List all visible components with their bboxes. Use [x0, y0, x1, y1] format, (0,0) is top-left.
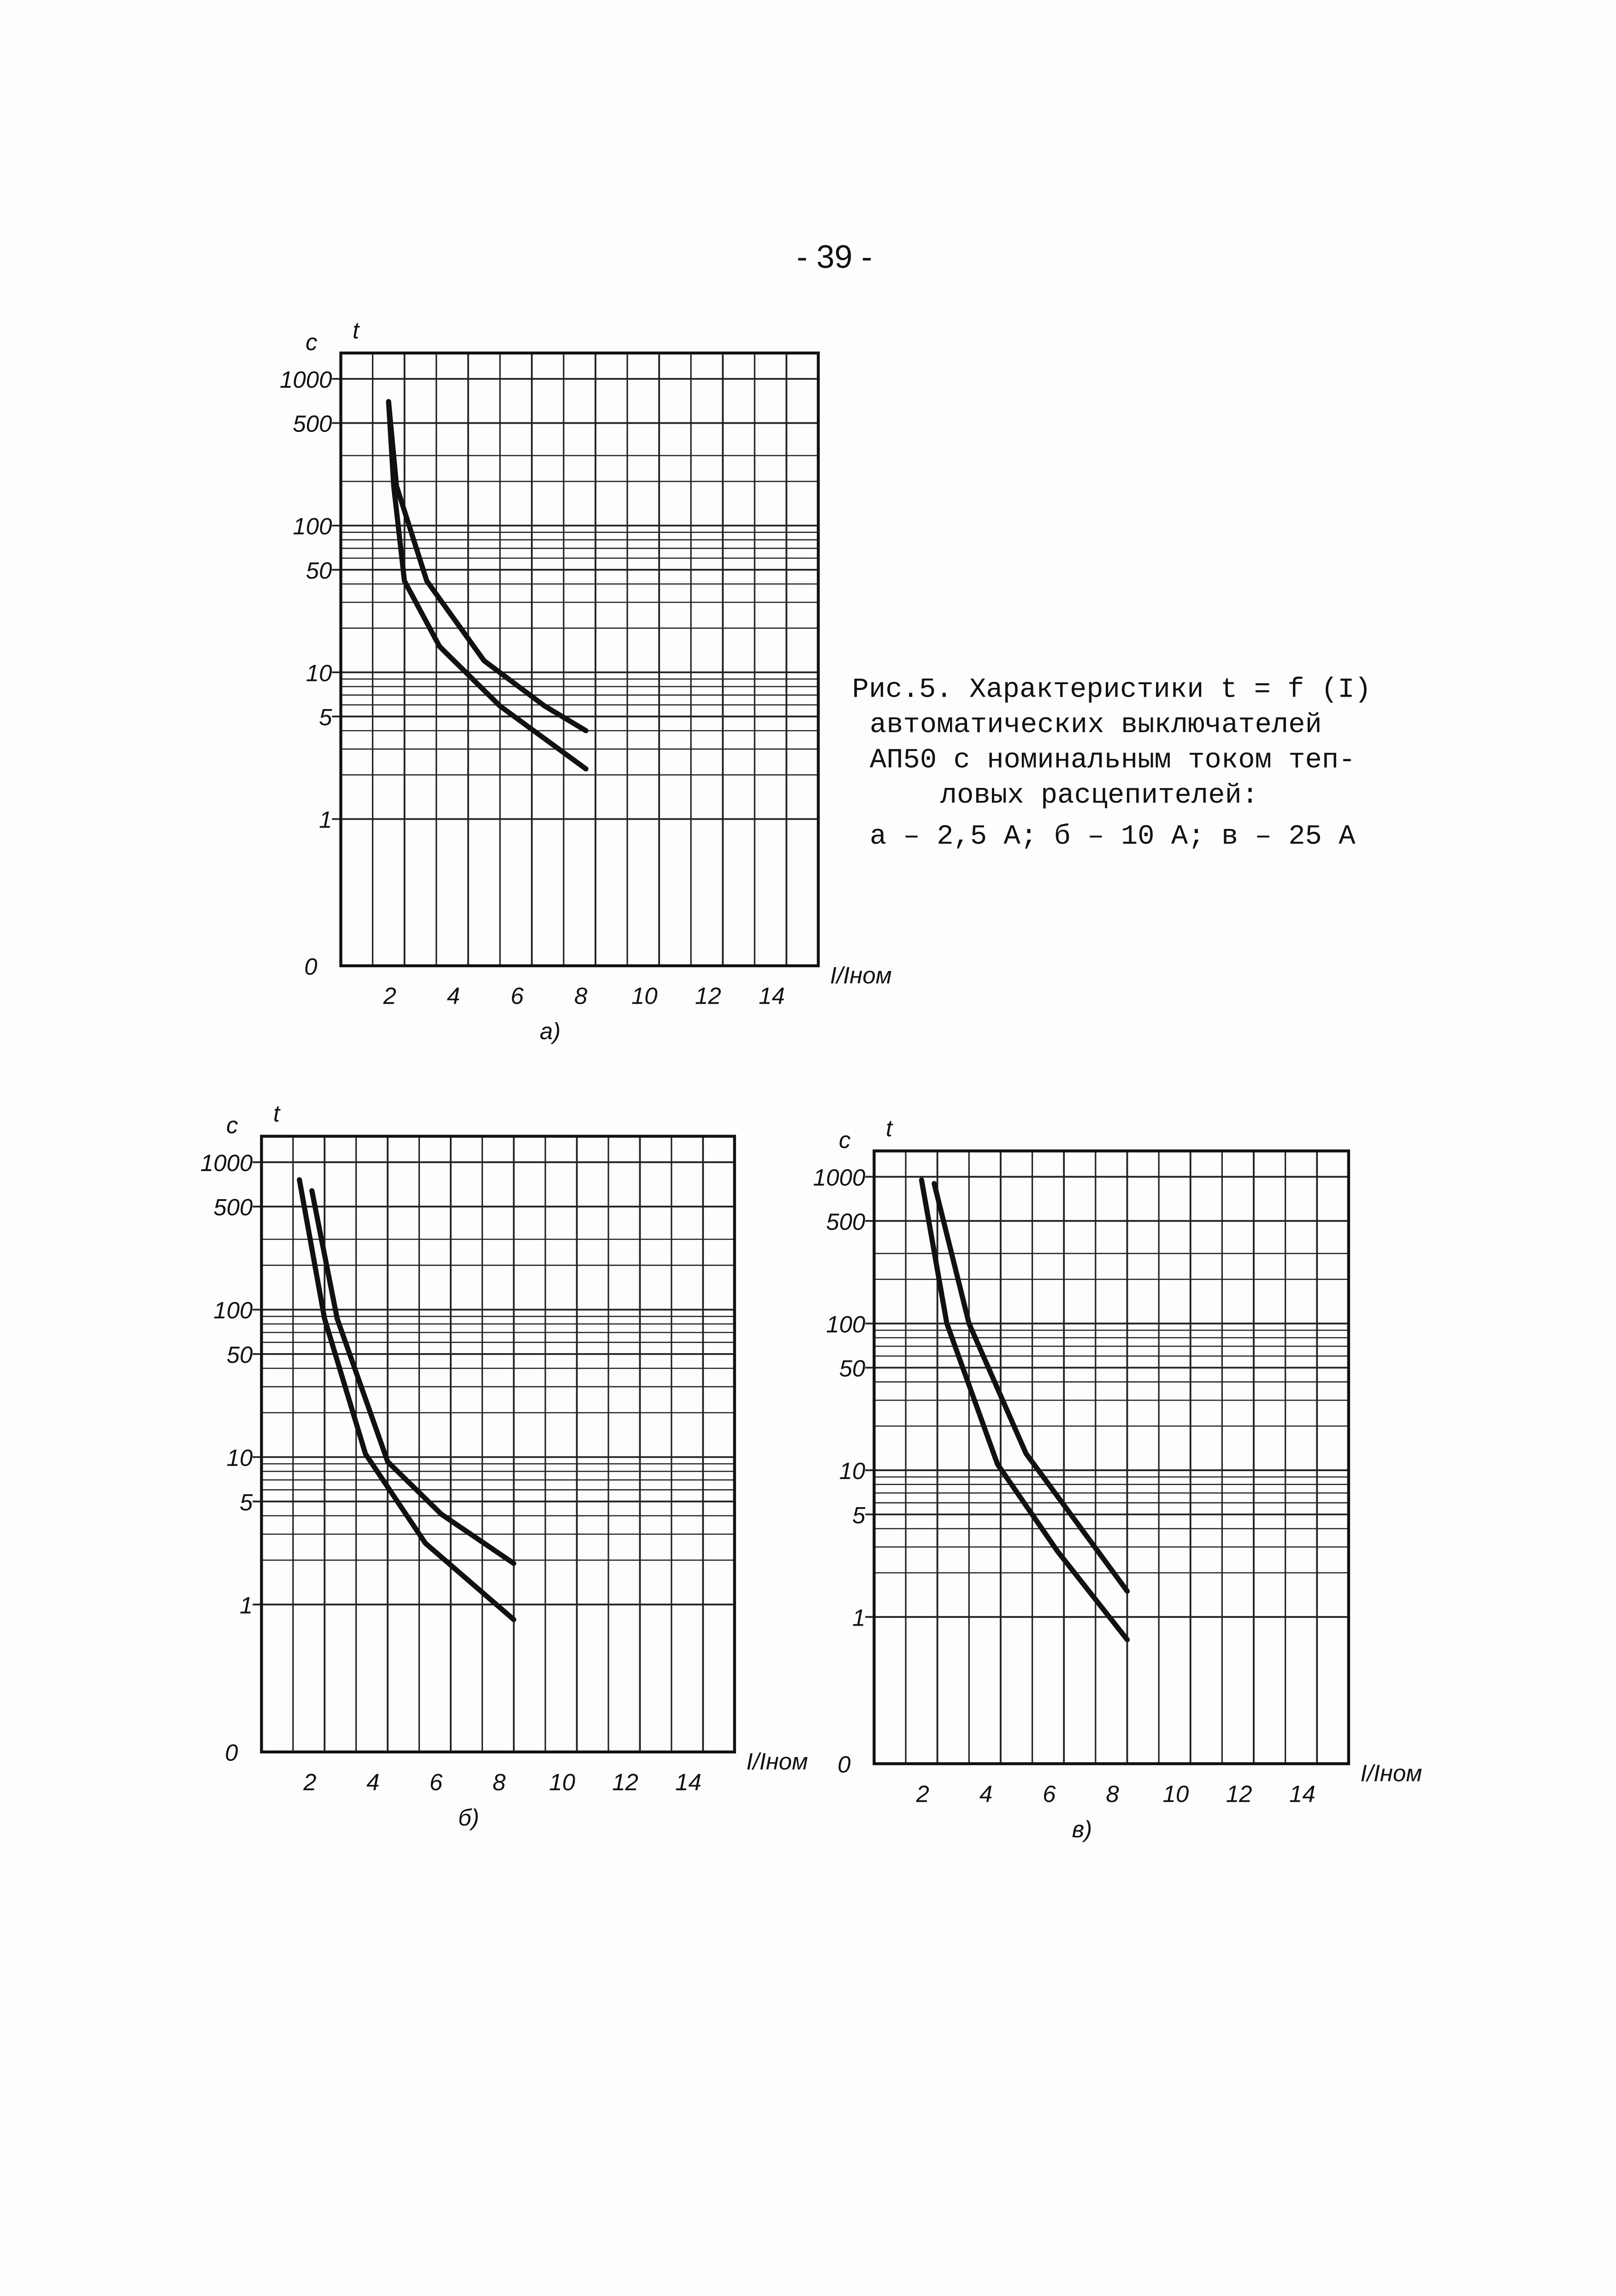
y-tick-label: 500: [213, 1194, 253, 1220]
y-tick-label: 50: [306, 557, 332, 584]
x-tick-label: 12: [612, 1769, 638, 1795]
x-tick-label: 2: [916, 1781, 929, 1807]
x-tick-label: 2: [303, 1769, 316, 1795]
x-axis-label: I/Iном: [1360, 1760, 1422, 1787]
y-tick-label: 500: [826, 1208, 865, 1235]
plot-frame: [873, 1149, 1351, 1765]
x-tick-label: 8: [574, 983, 588, 1009]
x-tick-label: 10: [1163, 1781, 1189, 1807]
y-tick-label: 5: [240, 1489, 253, 1515]
y-tick-label: 100: [293, 513, 332, 539]
y-axis-label: t: [353, 317, 360, 343]
caption-line: а – 2,5 А; б – 10 А; в – 25 А: [870, 821, 1356, 852]
curve: [296, 1177, 517, 1622]
curve: [386, 399, 589, 734]
chart-label: б): [458, 1804, 479, 1830]
x-axis-label: I/Iном: [830, 962, 892, 988]
y-tick-label: 10: [306, 660, 332, 686]
y-unit: c: [306, 329, 318, 355]
x-tick-label: 4: [366, 1769, 379, 1795]
x-tick-label: 6: [511, 983, 524, 1009]
y-unit: c: [839, 1127, 850, 1153]
y-tick-label: 5: [852, 1502, 866, 1528]
caption-line: ловых расцепителей:: [940, 780, 1258, 811]
x-tick-label: 10: [549, 1769, 575, 1795]
curve: [932, 1181, 1130, 1594]
y-tick-label: 1000: [280, 367, 332, 393]
y-tick-label: 5: [319, 704, 332, 730]
x-tick-label: 2: [383, 983, 396, 1009]
y-origin-label: 0: [837, 1752, 850, 1778]
y-tick-label: 100: [213, 1297, 253, 1324]
caption-line: автоматических выключателей: [870, 710, 1322, 741]
plot-frame: [260, 1135, 736, 1754]
y-tick-label: 1000: [813, 1165, 865, 1191]
y-tick-label: 1: [240, 1592, 253, 1618]
y-tick-label: 50: [839, 1355, 866, 1382]
x-tick-label: 12: [695, 983, 721, 1009]
x-tick-label: 14: [759, 983, 785, 1009]
y-tick-label: 1: [852, 1604, 865, 1631]
x-tick-label: 4: [447, 983, 460, 1009]
page-number: - 39 -: [797, 239, 873, 275]
y-tick-label: 10: [839, 1458, 866, 1484]
curve: [309, 1188, 517, 1566]
curve: [386, 399, 589, 772]
x-tick-label: 6: [430, 1769, 443, 1795]
x-tick-label: 10: [631, 983, 658, 1009]
chart-label: а): [540, 1018, 560, 1044]
y-tick-label: 10: [226, 1445, 253, 1471]
y-unit: c: [226, 1112, 238, 1138]
caption-line: АП50 с номинальным током теп-: [870, 745, 1356, 776]
x-tick-label: 14: [675, 1769, 702, 1795]
y-axis-label: t: [886, 1115, 893, 1142]
chart-label: в): [1072, 1816, 1092, 1842]
y-tick-label: 100: [826, 1311, 865, 1337]
y-origin-label: 0: [225, 1740, 238, 1766]
curve: [919, 1177, 1130, 1643]
y-axis-label: t: [273, 1101, 281, 1127]
y-tick-label: 50: [226, 1342, 253, 1368]
x-tick-label: 8: [493, 1769, 506, 1795]
x-tick-label: 12: [1226, 1781, 1252, 1807]
caption-line: Рис.5. Характеристики t = f (I): [852, 675, 1371, 706]
plot-frame: [339, 351, 820, 967]
y-tick-label: 1000: [201, 1150, 253, 1176]
x-tick-label: 8: [1106, 1781, 1119, 1807]
x-tick-label: 14: [1289, 1781, 1315, 1807]
y-tick-label: 1: [319, 807, 332, 833]
x-axis-label: I/Iном: [746, 1748, 808, 1775]
y-origin-label: 0: [304, 953, 317, 980]
x-tick-label: 6: [1043, 1781, 1056, 1807]
x-tick-label: 4: [979, 1781, 992, 1807]
y-tick-label: 500: [293, 411, 332, 437]
